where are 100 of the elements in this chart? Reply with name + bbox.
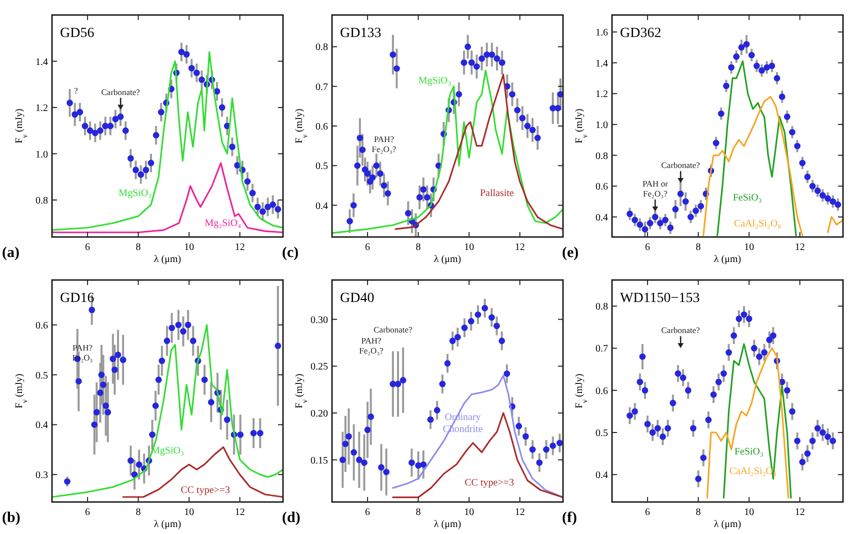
y-tick-label: 0.20 <box>310 408 328 420</box>
point <box>356 456 362 464</box>
point <box>639 353 646 360</box>
point <box>662 216 669 224</box>
point <box>824 195 831 202</box>
annotation: Carbonate? <box>101 86 140 97</box>
point <box>218 104 226 111</box>
point <box>504 370 510 377</box>
point <box>819 192 826 199</box>
x-tick-label: 8 <box>136 242 141 253</box>
line-series <box>716 60 797 236</box>
point <box>350 449 358 456</box>
text: GD56 <box>60 26 94 41</box>
point <box>778 94 786 100</box>
annotation: PAH or Fe₂O₃? <box>642 178 668 198</box>
point <box>654 425 661 432</box>
point <box>644 420 651 428</box>
point <box>743 41 750 48</box>
point <box>164 338 170 344</box>
point <box>120 356 126 364</box>
annotation: PAH? Fe₂O₃? <box>372 134 396 154</box>
y-tick-label: 0.30 <box>310 314 328 326</box>
point <box>148 160 154 166</box>
point <box>364 426 371 434</box>
x-axis-title: λ (μm) <box>714 519 742 530</box>
point <box>556 440 563 446</box>
point <box>784 114 790 120</box>
point <box>107 122 114 130</box>
point <box>715 378 722 386</box>
point <box>400 377 406 384</box>
point <box>488 51 496 58</box>
point <box>102 402 110 409</box>
point <box>677 190 684 198</box>
point <box>208 399 214 406</box>
text: (b) <box>2 510 20 526</box>
point <box>183 51 190 58</box>
series-label: Mg₂SiO₄ <box>204 218 242 230</box>
point <box>482 304 488 312</box>
point <box>190 338 196 344</box>
point <box>750 345 758 352</box>
point <box>748 52 755 58</box>
point <box>488 314 495 321</box>
x-tick-label: 6 <box>365 507 370 518</box>
point <box>764 64 770 71</box>
line-series <box>122 446 283 498</box>
point <box>753 62 760 70</box>
annotation: PAH? Fe₂O₃? <box>359 335 384 356</box>
point <box>554 104 562 112</box>
point <box>373 162 380 169</box>
point <box>149 431 156 438</box>
point <box>684 387 692 394</box>
y-tick-label: 0.25 <box>310 362 328 373</box>
point <box>104 409 112 416</box>
point <box>112 116 119 122</box>
point <box>461 324 468 331</box>
x-tick-label: 6 <box>645 242 650 253</box>
point <box>127 457 134 464</box>
point <box>672 206 679 212</box>
point <box>439 380 446 388</box>
point <box>184 322 192 328</box>
point <box>256 430 264 436</box>
line-series <box>826 216 843 234</box>
point <box>712 140 720 146</box>
point <box>416 194 423 201</box>
series-label: Pallasite <box>480 188 514 200</box>
point <box>494 55 500 62</box>
x-tick-label: 10 <box>464 507 474 518</box>
text: (d) <box>282 510 300 526</box>
point <box>155 376 162 383</box>
y-tick-label: 1.0 <box>596 120 608 131</box>
point <box>664 425 672 432</box>
point <box>132 166 139 174</box>
point <box>244 178 251 185</box>
series-label: MgSiO₃ <box>418 76 452 87</box>
x-tick-label: 10 <box>464 242 474 253</box>
x-tick-label: 8 <box>696 242 701 253</box>
point <box>380 182 388 189</box>
point <box>723 82 730 90</box>
point <box>378 464 384 471</box>
point <box>354 162 361 169</box>
y-tick-label: 0.8 <box>316 42 328 54</box>
point <box>834 201 842 208</box>
annotation: ? <box>74 85 78 96</box>
series-label: MgSiO₃ <box>118 188 152 200</box>
point <box>642 387 648 394</box>
annotation: Carbonate? <box>374 324 413 335</box>
line-series <box>332 70 563 234</box>
point <box>444 360 451 367</box>
point <box>642 226 648 232</box>
point <box>346 218 353 224</box>
point <box>534 134 541 142</box>
point <box>415 462 422 469</box>
point <box>136 461 142 468</box>
point <box>649 429 656 436</box>
point <box>514 106 521 114</box>
point <box>234 162 241 169</box>
point <box>698 202 704 210</box>
point <box>237 431 244 438</box>
annotation: Carbonate? <box>661 160 700 170</box>
point <box>758 67 765 74</box>
